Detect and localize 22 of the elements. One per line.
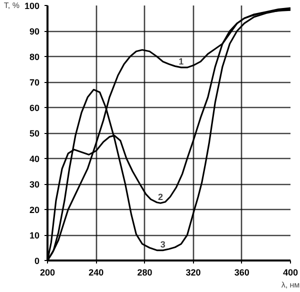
y-tick-label: 40 [29,154,40,164]
x-tick-label: 280 [137,268,152,278]
x-tick-label: 240 [88,268,104,278]
x-tick-label: 360 [234,268,250,278]
series-label: 3 [160,239,166,250]
x-tick-label: 400 [282,268,298,278]
series-label: 2 [158,192,164,202]
x-axis-title: λ, нм [281,280,300,290]
y-axis-title: T, % [4,1,20,10]
y-tick-label: 10 [29,230,40,240]
y-tick-label: 100 [24,1,40,11]
y-tick-label: 70 [29,78,40,88]
y-tick-label: 0 [34,256,40,266]
y-tick-label: 80 [29,52,40,62]
x-tick-label: 320 [186,268,201,278]
series-label: 1 [178,56,184,66]
y-tick-label: 20 [29,205,40,215]
y-tick-label: 30 [29,180,40,190]
y-tick-label: 50 [29,128,40,138]
y-tick-label: 60 [29,103,40,113]
x-tick-label: 200 [40,268,56,278]
y-tick-label: 90 [29,26,40,36]
